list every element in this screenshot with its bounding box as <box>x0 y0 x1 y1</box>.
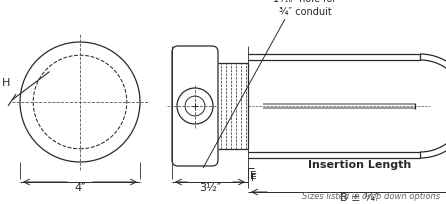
Text: B ± ¼″: B ± ¼″ <box>340 193 380 203</box>
Text: H: H <box>2 78 10 88</box>
Text: 1¹⁄₁₆″ hole for
¾″ conduit: 1¹⁄₁₆″ hole for ¾″ conduit <box>273 0 337 17</box>
Text: 3½″: 3½″ <box>199 183 221 193</box>
Text: F: F <box>251 173 257 183</box>
Text: Insertion Length: Insertion Length <box>308 160 412 170</box>
Text: 4″: 4″ <box>74 183 86 193</box>
Text: Sizes listed in drop down options: Sizes listed in drop down options <box>302 192 440 201</box>
Text: E: E <box>250 171 256 181</box>
